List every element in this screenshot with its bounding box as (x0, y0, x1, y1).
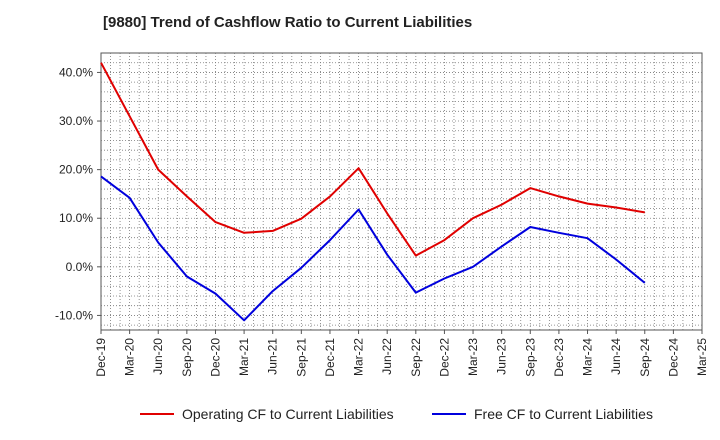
grid-lines (101, 53, 702, 330)
x-tick-label: Mar-24 (581, 338, 595, 376)
legend-label: Free CF to Current Liabilities (474, 406, 653, 422)
y-tick-label: 40.0% (59, 65, 93, 79)
y-tick-label: 0.0% (66, 260, 94, 274)
x-tick-label: Sep-21 (294, 338, 308, 377)
y-tick-label: 30.0% (59, 114, 93, 128)
x-tick-label: Dec-23 (552, 338, 566, 377)
x-tick-label: Jun-23 (495, 338, 509, 375)
plot-area (100, 52, 703, 331)
x-tick-label: Jun-22 (380, 338, 394, 375)
series-line-operating-cf (100, 62, 645, 257)
legend: Operating CF to Current Liabilities Free … (140, 406, 653, 422)
series-lines (100, 62, 646, 322)
x-tick-label: Sep-22 (409, 338, 423, 377)
x-tick-label: Mar-21 (237, 338, 251, 376)
x-tick-label: Mar-22 (352, 338, 366, 376)
x-tick-label: Sep-20 (180, 338, 194, 377)
x-tick-label: Mar-25 (695, 338, 709, 376)
y-tick-label: -10.0% (55, 308, 93, 322)
legend-label: Operating CF to Current Liabilities (182, 406, 394, 422)
y-axis-ticks: -10.0% 0.0% 10.0% 20.0% 30.0% 40.0% (55, 65, 101, 322)
x-tick-label: Dec-24 (666, 338, 680, 377)
x-tick-label: Sep-24 (638, 338, 652, 377)
x-tick-label: Sep-23 (523, 338, 537, 377)
series-line-free-cf (100, 175, 646, 322)
chart-title: [9880] Trend of Cashflow Ratio to Curren… (103, 14, 473, 31)
x-tick-label: Jun-20 (151, 338, 165, 375)
x-tick-label: Dec-20 (208, 338, 222, 377)
x-tick-label: Jun-21 (266, 338, 280, 375)
x-tick-label: Dec-19 (94, 338, 108, 377)
x-tick-label: Dec-22 (437, 338, 451, 377)
x-axis-ticks: Dec-19 Mar-20 Jun-20 Sep-20 Dec-20 Mar-21 Jun-… (94, 330, 709, 377)
x-tick-label: Mar-23 (466, 338, 480, 376)
x-tick-label: Jun-24 (609, 338, 623, 375)
y-tick-label: 10.0% (59, 211, 93, 225)
y-tick-label: 20.0% (59, 163, 93, 177)
x-tick-label: Mar-20 (123, 338, 137, 376)
x-tick-label: Dec-21 (323, 338, 337, 377)
